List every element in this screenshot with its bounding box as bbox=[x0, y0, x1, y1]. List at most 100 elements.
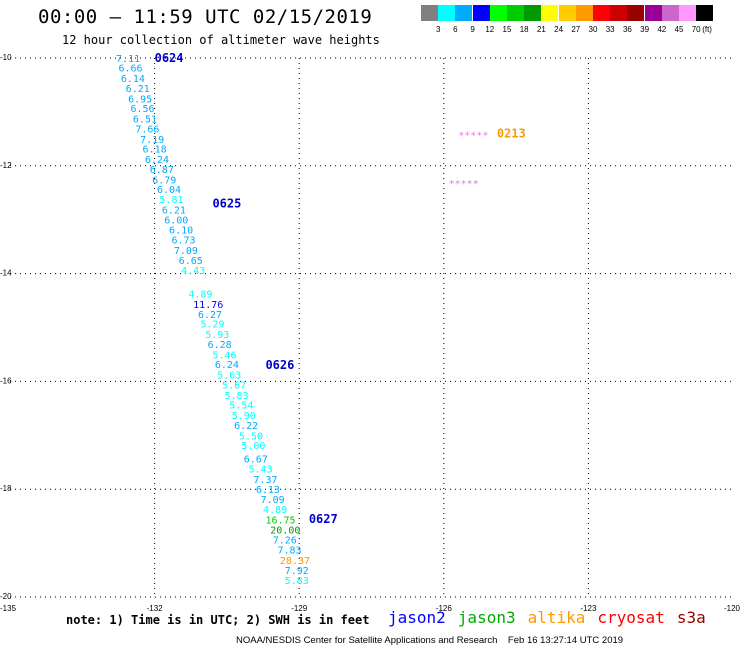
wave-height-value: 6.00 bbox=[164, 216, 188, 227]
wave-height-value: 6.22 bbox=[234, 421, 258, 432]
wave-height-value: 6.18 bbox=[143, 145, 167, 156]
color-scale-label: 15 bbox=[502, 25, 512, 34]
color-scale-swatch bbox=[489, 5, 507, 21]
chart-title: 00:00 – 11:59 UTC 02/15/2019 bbox=[38, 6, 373, 28]
wave-height-value: 5.83 bbox=[285, 576, 309, 587]
wave-height-value: 6.28 bbox=[208, 340, 232, 351]
chart-subtitle: 12 hour collection of altimeter wave hei… bbox=[62, 33, 380, 47]
longitude-tick-label: -120 bbox=[724, 604, 740, 613]
wave-height-value: 6.21 bbox=[126, 84, 150, 95]
wave-height-value: 28.37 bbox=[280, 556, 310, 567]
color-scale-swatch bbox=[472, 5, 490, 21]
wave-height-value: 7.26 bbox=[273, 535, 297, 546]
color-scale-label: 21 bbox=[536, 25, 546, 34]
color-scale-swatch bbox=[421, 5, 438, 21]
longitude-tick-label: -135 bbox=[0, 604, 17, 613]
wave-height-value: 5.90 bbox=[232, 411, 256, 422]
color-scale-label: 9 bbox=[470, 25, 475, 34]
color-scale-label: 42 bbox=[657, 25, 667, 34]
wave-height-value: 5.83 bbox=[224, 391, 248, 402]
missing-value-marker: ***** bbox=[449, 179, 479, 190]
wave-height-value: 7.66 bbox=[135, 125, 159, 136]
wave-height-value: 7.09 bbox=[261, 495, 285, 506]
color-scale-unit: (ft) bbox=[702, 25, 712, 34]
pass-number-label: 0626 bbox=[265, 358, 294, 372]
footnote: note: 1) Time is in UTC; 2) SWH is in fe… bbox=[66, 613, 370, 627]
color-scale-swatch bbox=[679, 5, 696, 21]
wave-height-value: 4.89 bbox=[188, 290, 212, 301]
color-scale-swatch bbox=[524, 5, 542, 21]
wave-height-value: 4.89 bbox=[263, 505, 287, 516]
color-scale-swatch bbox=[627, 5, 645, 21]
wave-height-value: 7.92 bbox=[285, 566, 309, 577]
wave-height-value: 5.46 bbox=[212, 350, 236, 361]
latitude-tick-label: -12 bbox=[0, 161, 12, 170]
color-scale-label: 36 bbox=[622, 25, 632, 34]
color-scale-label: 33 bbox=[605, 25, 615, 34]
wave-height-value: 7.09 bbox=[174, 246, 198, 257]
credit-line: NOAA/NESDIS Center for Satellite Applica… bbox=[236, 635, 624, 646]
wave-height-value: 11.76 bbox=[193, 300, 223, 311]
wave-height-value: 6.13 bbox=[256, 485, 280, 496]
color-scale-label: 30 bbox=[588, 25, 598, 34]
wave-height-value: 6.27 bbox=[198, 310, 222, 321]
wave-height-value: 5.67 bbox=[222, 381, 246, 392]
color-scale-label: 70 bbox=[691, 25, 701, 34]
color-scale-swatch bbox=[507, 5, 524, 21]
color-scale-swatch bbox=[541, 5, 559, 21]
color-scale-label: 18 bbox=[519, 25, 529, 34]
latitude-tick-label: -20 bbox=[0, 592, 12, 601]
longitude-tick-label: -132 bbox=[147, 604, 164, 613]
longitude-tick-label: -126 bbox=[436, 604, 453, 613]
legend-item-altika: altika bbox=[527, 608, 586, 627]
color-scale-label: 45 bbox=[674, 25, 684, 34]
pass-number-label: 0624 bbox=[155, 51, 184, 65]
color-scale-label: 27 bbox=[571, 25, 581, 34]
wave-height-value: 6.24 bbox=[215, 360, 239, 371]
color-scale-label: 39 bbox=[640, 25, 650, 34]
wave-height-value: 5.63 bbox=[217, 370, 241, 381]
wave-height-value: 4.43 bbox=[181, 266, 205, 277]
wave-height-value: 5.54 bbox=[229, 401, 253, 412]
wave-height-value: 7.37 bbox=[253, 475, 277, 486]
color-scale-swatch bbox=[593, 5, 610, 21]
color-scale-swatch bbox=[438, 5, 456, 21]
missing-value-marker: ***** bbox=[458, 130, 488, 141]
color-scale-label: 3 bbox=[435, 25, 441, 34]
wave-height-value: 5.50 bbox=[239, 431, 263, 442]
wave-height-value: 6.56 bbox=[131, 104, 155, 115]
latitude-tick-label: -16 bbox=[0, 376, 12, 385]
latitude-tick-label: -10 bbox=[0, 53, 12, 62]
wave-height-value: 6.73 bbox=[171, 236, 195, 247]
legend-item-cryosat: cryosat bbox=[597, 608, 665, 627]
latitude-tick-label: -14 bbox=[0, 269, 12, 278]
color-scale-swatch bbox=[575, 5, 593, 21]
wave-height-value: 16.75 bbox=[265, 515, 295, 526]
latitude-tick-label: -18 bbox=[0, 484, 12, 493]
pass-number-label: 0213 bbox=[497, 126, 526, 140]
wave-height-value: 7.19 bbox=[140, 135, 164, 146]
wave-height-value: 5.81 bbox=[159, 195, 183, 206]
longitude-tick-label: -123 bbox=[580, 604, 597, 613]
legend-item-jason2: jason2 bbox=[388, 608, 446, 627]
wave-height-value: 6.04 bbox=[157, 185, 181, 196]
wave-height-value: 5.93 bbox=[205, 330, 229, 341]
wave-height-value: 6.51 bbox=[133, 114, 157, 125]
wave-height-value: 5.29 bbox=[200, 320, 224, 331]
color-scale-swatch bbox=[455, 5, 473, 21]
wave-height-value: 6.66 bbox=[118, 64, 142, 75]
longitude-tick-label: -129 bbox=[291, 604, 308, 613]
pass-number-label: 0625 bbox=[212, 197, 241, 211]
wave-height-value: 6.21 bbox=[162, 205, 186, 216]
color-scale-swatch bbox=[661, 5, 679, 21]
wave-height-value: 6.95 bbox=[128, 94, 152, 105]
wave-height-value: 6.10 bbox=[169, 225, 193, 236]
color-scale-swatch bbox=[558, 5, 576, 21]
color-scale-label: 24 bbox=[554, 25, 564, 34]
wave-height-value: 6.87 bbox=[150, 165, 174, 176]
wave-height-value: 20.00 bbox=[270, 526, 300, 537]
color-scale-swatch bbox=[644, 5, 662, 21]
wave-height-value: 6.24 bbox=[145, 155, 169, 166]
color-scale-swatch bbox=[696, 5, 714, 21]
